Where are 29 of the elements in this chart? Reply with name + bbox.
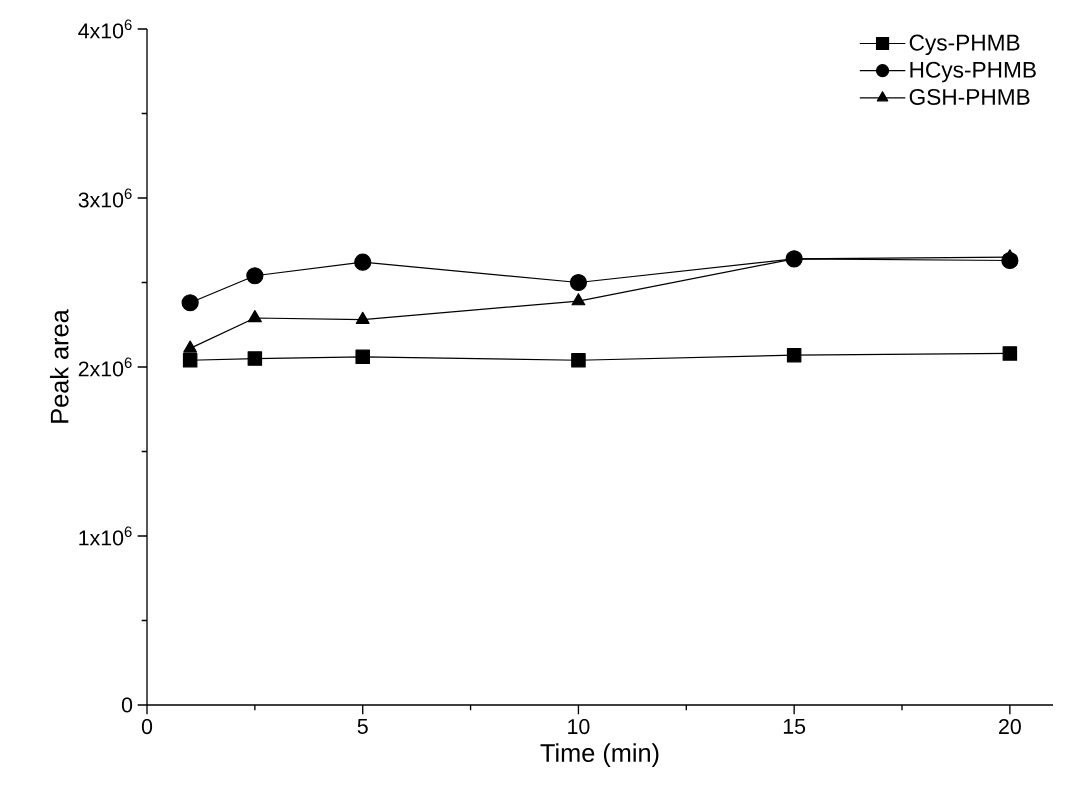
legend-label: Cys-PHMB [909, 34, 1020, 56]
y-tick-label: 2x10$^{6}$ [78, 357, 132, 377]
point [183, 340, 198, 353]
y-tick-label: 1x10$^{6}$ [79, 526, 132, 546]
point [246, 267, 264, 285]
y-tick-label: 0 [121, 697, 133, 713]
y-tick-label: 4x10$^{6}$ [78, 19, 132, 39]
y-tick-label: 3x10$^{6}$ [78, 188, 132, 208]
x-tick-label: 15 [783, 719, 806, 734]
legend-label: GSH-PHMB [909, 88, 1030, 105]
point [569, 273, 588, 292]
point [247, 310, 262, 323]
x-axis-title: Time (min) [540, 743, 659, 767]
y-axis-title: Peak area [49, 309, 69, 423]
x-tick-label: 10 [568, 719, 590, 735]
point [355, 311, 370, 324]
legend-label: HCys-PHMB [910, 61, 1036, 83]
point [786, 347, 802, 363]
point [571, 293, 586, 306]
point [354, 253, 372, 271]
point [182, 352, 198, 368]
point [571, 352, 586, 368]
x-tick-label: 5 [357, 719, 368, 734]
x-tick-label: 0 [141, 719, 153, 735]
point [181, 294, 199, 312]
point [247, 351, 263, 366]
point [1002, 346, 1018, 361]
x-tick-label: 20 [999, 719, 1021, 735]
point [355, 349, 370, 365]
